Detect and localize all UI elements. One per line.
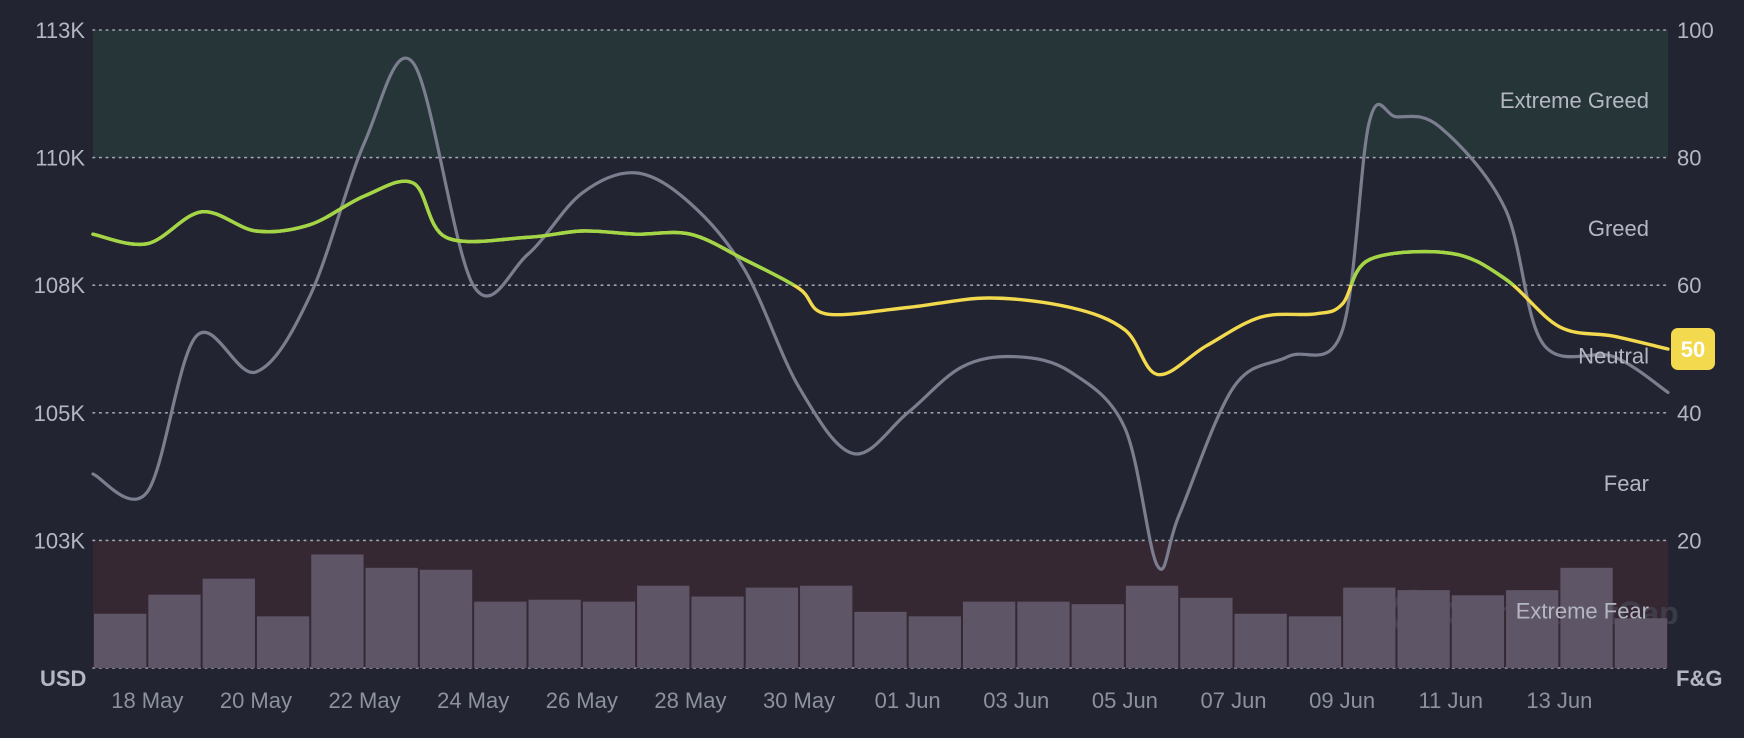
x-tick-label: 01 Jun — [875, 688, 941, 713]
x-tick-label: 24 May — [437, 688, 509, 713]
volume-bar-24 — [1397, 590, 1450, 668]
x-tick-label: 13 Jun — [1526, 688, 1592, 713]
right-axis-unit: F&G — [1676, 666, 1722, 691]
zone-label: Neutral — [1578, 343, 1649, 368]
volume-bar-26 — [1506, 590, 1559, 668]
right-tick-label: 80 — [1677, 146, 1701, 171]
volume-bar-15 — [908, 616, 961, 668]
left-axis-unit: USD — [40, 666, 86, 691]
left-tick-label: 108K — [34, 273, 86, 298]
x-tick-label: 03 Jun — [983, 688, 1049, 713]
left-tick-label: 105K — [34, 401, 86, 426]
volume-bar-8 — [528, 599, 581, 668]
volume-bars — [94, 554, 1667, 668]
price-series — [91, 56, 1670, 571]
volume-bar-23 — [1343, 587, 1396, 668]
right-tick-label: 20 — [1677, 528, 1701, 553]
zone-label: Greed — [1588, 216, 1649, 241]
volume-bar-11 — [691, 596, 744, 668]
price-line — [91, 56, 1670, 571]
volume-bar-7 — [474, 601, 527, 668]
x-tick-label: 20 May — [220, 688, 292, 713]
right-tick-label: 60 — [1677, 273, 1701, 298]
volume-bar-2 — [202, 578, 255, 668]
volume-bar-25 — [1451, 595, 1505, 668]
volume-bar-5 — [365, 567, 418, 668]
volume-bar-16 — [962, 601, 1016, 668]
volume-bar-4 — [311, 554, 364, 668]
fear-greed-line-greed-segment — [91, 179, 1516, 286]
volume-bar-20 — [1180, 597, 1233, 668]
axes: 113K 110K 108K 105K 103K 100 80 60 40 20 Extreme G… — [34, 18, 1723, 713]
right-tick-label: 100 — [1677, 18, 1714, 43]
left-tick-label: 113K — [35, 18, 85, 43]
volume-bar-1 — [148, 594, 201, 668]
x-tick-label: 22 May — [328, 688, 400, 713]
x-tick-label: 18 May — [111, 688, 183, 713]
zone-label: Fear — [1604, 471, 1649, 496]
zone-label: Extreme Fear — [1516, 599, 1649, 624]
current-value-badge-text: 50 — [1681, 337, 1705, 362]
volume-bar-13 — [800, 585, 853, 668]
x-tick-label: 09 Jun — [1309, 688, 1375, 713]
current-value-badge: 50 — [1671, 328, 1715, 370]
x-tick-label: 26 May — [546, 688, 618, 713]
x-tick-label: 07 Jun — [1200, 688, 1266, 713]
volume-bar-21 — [1234, 613, 1287, 668]
volume-bar-9 — [582, 601, 636, 668]
extreme-greed-band — [93, 30, 1668, 158]
left-tick-label: 103K — [34, 528, 86, 553]
volume-bar-3 — [256, 616, 310, 668]
volume-bar-27 — [1560, 567, 1613, 668]
left-tick-label: 110K — [35, 146, 85, 171]
volume-bar-10 — [637, 585, 690, 668]
volume-bar-22 — [1288, 616, 1342, 668]
volume-bar-28 — [1614, 618, 1667, 668]
current-value-badge-box — [1671, 328, 1715, 370]
volume-bar-14 — [854, 611, 907, 668]
volume-bar-18 — [1071, 604, 1124, 668]
fear-greed-series — [91, 179, 1670, 377]
volume-bar-6 — [419, 569, 473, 668]
x-tick-label: 11 Jun — [1419, 688, 1483, 713]
right-tick-label: 40 — [1677, 401, 1701, 426]
volume-bar-0 — [94, 613, 147, 668]
volume-bar-17 — [1017, 601, 1070, 668]
volume-bar-12 — [745, 587, 799, 668]
x-tick-label: 30 May — [763, 688, 835, 713]
x-tick-label: 28 May — [654, 688, 726, 713]
zone-label: Extreme Greed — [1500, 88, 1649, 113]
volume-bar-19 — [1125, 585, 1179, 668]
x-tick-label: 05 Jun — [1092, 688, 1158, 713]
